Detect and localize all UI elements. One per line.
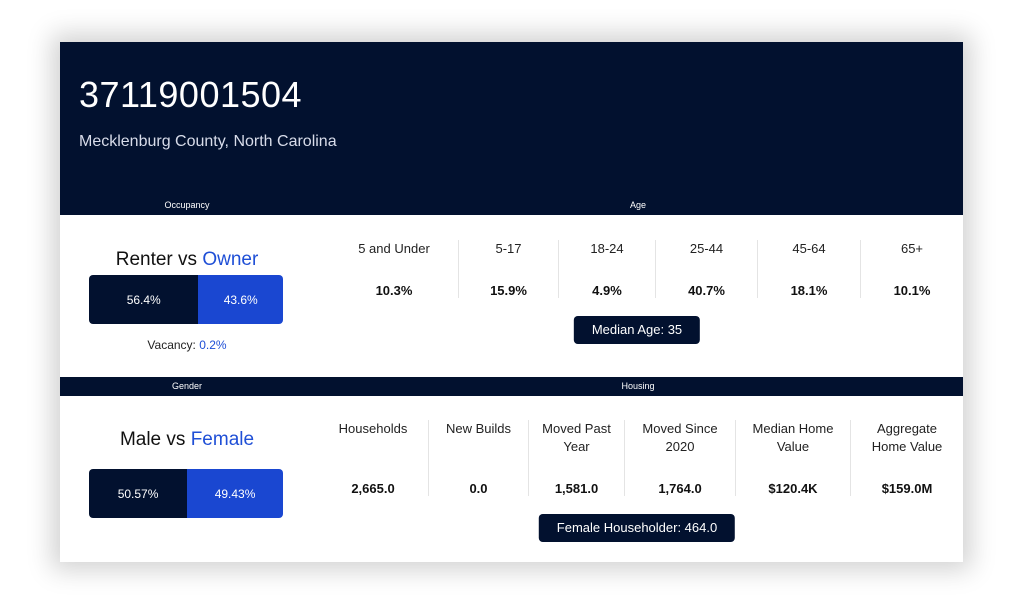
split-bar: 56.4% 43.6%: [89, 275, 283, 324]
stat-value: 2,665.0: [351, 481, 395, 496]
stat-column: 45-64 18.1%: [757, 240, 860, 298]
stat-value: 15.9%: [490, 283, 527, 298]
bar-segment: 43.6%: [198, 275, 283, 324]
stat-column: 18-24 4.9%: [558, 240, 655, 298]
stat-name: Moved Past Year: [542, 421, 611, 454]
stat-column: Moved Past Year 1,581.0: [528, 420, 624, 496]
stat-name: Aggregate Home Value: [871, 421, 943, 454]
stat-column: Median Home Value $120.4K: [735, 420, 850, 496]
bar-segment: 49.43%: [187, 469, 283, 518]
stat-name: Moved Since 2020: [642, 421, 718, 454]
stat-value: $120.4K: [768, 481, 818, 496]
location: Mecklenburg County, North Carolina: [79, 133, 337, 150]
bar-segment: 50.57%: [89, 469, 188, 518]
stat-column: 65+ 10.1%: [860, 240, 963, 298]
header: 37119001504 Mecklenburg County, North Ca…: [60, 42, 963, 215]
stat-column: 25-44 40.7%: [655, 240, 757, 298]
stat-name: New Builds: [445, 421, 512, 436]
stat-value: 0.0: [469, 481, 488, 496]
stat-value: 40.7%: [688, 283, 725, 298]
text: Male vs: [119, 429, 191, 450]
stat-name: 65+: [900, 241, 924, 256]
stat-name: 5 and Under: [358, 241, 430, 256]
text: Owner: [202, 249, 259, 270]
stat-value: 18.1%: [790, 283, 828, 298]
stat-name: 25-44: [689, 241, 724, 256]
text: 0.2%: [199, 338, 227, 352]
stat-name: Median Home Value: [752, 421, 834, 454]
stat-column: New Builds 0.0: [428, 420, 528, 496]
stat-value: 1,581.0: [554, 481, 599, 496]
tract-id: 37119001504: [79, 74, 303, 115]
heading: Male vs Female: [120, 429, 254, 451]
band: Gender Housing: [60, 377, 963, 396]
stat-value: 10.3%: [375, 283, 413, 298]
section-label: Housing: [621, 381, 655, 391]
section-label: Gender: [171, 381, 203, 391]
stat-value: 4.9%: [592, 283, 622, 298]
median-age: Median Age: 35: [573, 316, 701, 344]
bar-segment: 56.4%: [89, 275, 199, 324]
stat-value: 1,764.0: [658, 481, 702, 496]
text: Renter vs: [115, 249, 203, 270]
split-bar: 50.57% 49.43%: [89, 469, 283, 518]
housing-columns: Households 2,665.0 New Builds 0.0 Moved Past…: [318, 420, 963, 496]
stat-column: Households 2,665.0: [318, 420, 428, 496]
heading: Renter vs Owner: [116, 249, 259, 271]
stat-value: 10.1%: [893, 283, 931, 298]
stat-value: $159.0M: [881, 481, 933, 496]
vacancy: Vacancy: 0.2%: [147, 338, 226, 352]
stat-name: 18-24: [590, 241, 624, 256]
section-label: Occupancy: [164, 200, 210, 210]
stat-name: Households: [338, 421, 408, 436]
age-columns: 5 and Under 10.3% 5-17 15.9% 18-24 4.9% 25-44 4…: [330, 240, 963, 298]
stat-column: Moved Since 2020 1,764.0: [624, 420, 735, 496]
stat-column: 5 and Under 10.3%: [330, 240, 458, 298]
stat-name: 5-17: [495, 241, 522, 256]
stat-column: Aggregate Home Value $159.0M: [850, 420, 963, 496]
text: Vacancy:: [147, 338, 200, 352]
stat-column: 5-17 15.9%: [458, 240, 558, 298]
text: Female: [190, 429, 255, 450]
section-label: Age: [629, 200, 647, 210]
card: 37119001504 Mecklenburg County, North Ca…: [60, 42, 963, 562]
stat-name: 45-64: [792, 241, 826, 256]
female-householder: Female Householder: 464.0: [538, 514, 736, 542]
